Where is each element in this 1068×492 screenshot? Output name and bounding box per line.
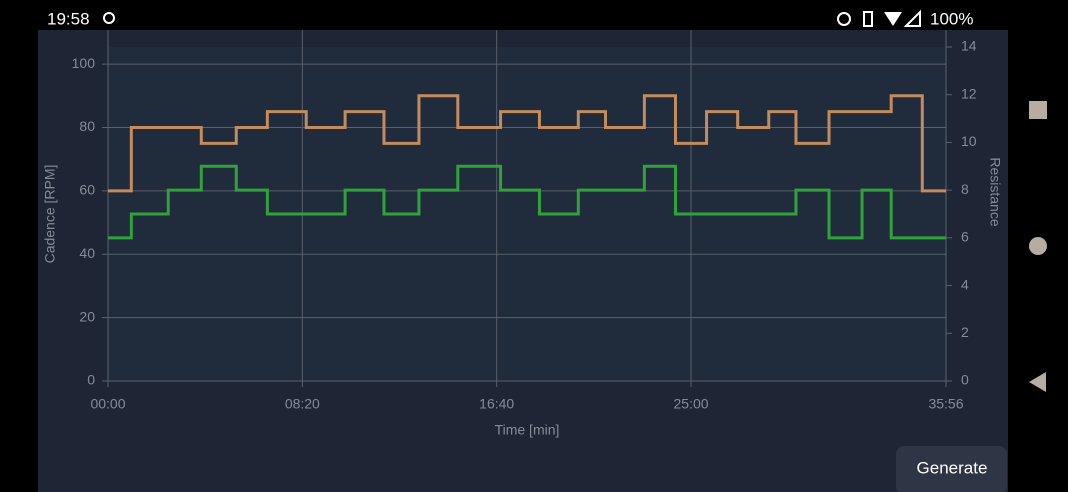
y-tick-label: 20 bbox=[79, 308, 95, 324]
x-tick-label: 35:56 bbox=[928, 396, 963, 412]
y2-tick-label: 2 bbox=[961, 324, 969, 340]
y2-tick-label: 10 bbox=[961, 133, 977, 149]
y-axis-label: Cadence [RPM] bbox=[42, 165, 58, 264]
wifi-icon bbox=[884, 12, 902, 26]
y2-tick-label: 14 bbox=[961, 38, 977, 54]
y-tick-label: 100 bbox=[72, 55, 96, 71]
x-tick-label: 16:40 bbox=[479, 396, 514, 412]
x-tick-label: 25:00 bbox=[674, 396, 709, 412]
series-line bbox=[108, 94, 946, 193]
vibrate-icon bbox=[863, 11, 873, 27]
chart: 0 20 40 60 80 100 0 2 4 6 8 10 12 14 00:00 08:20 16:40 25… bbox=[42, 30, 1003, 438]
x-tick-label: 08:20 bbox=[285, 396, 320, 412]
y2-tick-label: 6 bbox=[961, 229, 969, 245]
y-tick-label: 0 bbox=[87, 372, 95, 388]
recents-button[interactable] bbox=[1029, 101, 1047, 119]
y2-tick-label: 12 bbox=[961, 85, 977, 101]
y-tick-label: 80 bbox=[79, 118, 95, 134]
y2-axis-label: Resistance bbox=[987, 157, 1003, 226]
series-line bbox=[108, 164, 946, 240]
alarm-icon bbox=[837, 12, 851, 26]
x-axis-label: Time [min] bbox=[495, 422, 560, 438]
battery-level: 100% bbox=[930, 9, 973, 28]
y2-tick-label: 4 bbox=[961, 276, 969, 292]
generate-button[interactable] bbox=[896, 446, 1007, 492]
location-icon bbox=[103, 12, 115, 24]
y2-tick-label: 8 bbox=[961, 181, 969, 197]
home-button[interactable] bbox=[1029, 237, 1047, 255]
y2-tick-label: 0 bbox=[961, 372, 969, 388]
signal-icon bbox=[903, 9, 921, 27]
status-time: 19:58 bbox=[47, 9, 90, 28]
generate-label[interactable]: Generate bbox=[917, 458, 988, 477]
plot-area bbox=[108, 47, 946, 381]
x-tick-label: 00:00 bbox=[90, 396, 125, 412]
y-tick-label: 40 bbox=[79, 245, 95, 261]
back-button[interactable] bbox=[1029, 372, 1046, 392]
y-tick-label: 60 bbox=[79, 182, 95, 198]
